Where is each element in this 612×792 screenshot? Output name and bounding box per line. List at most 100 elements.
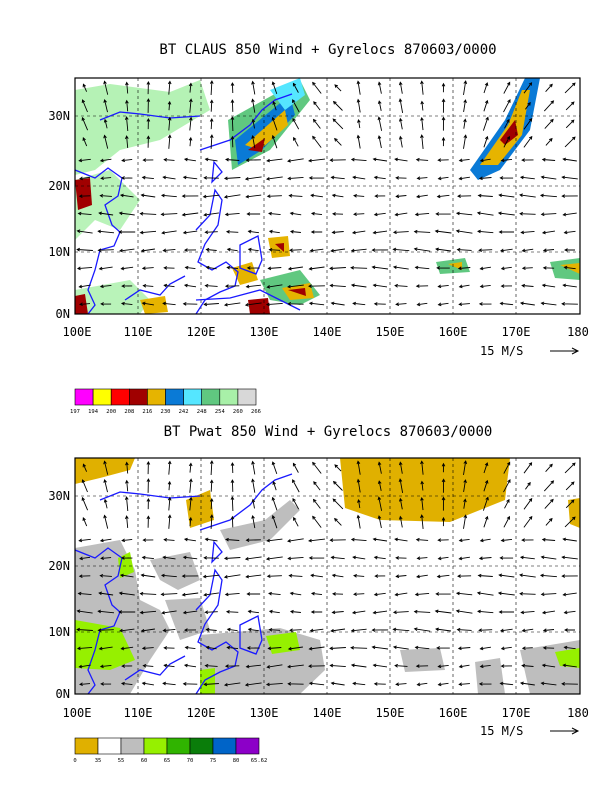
wind-arrow <box>230 515 235 528</box>
wind-arrow <box>225 537 240 542</box>
wind-arrow <box>498 573 515 578</box>
wind-arrow <box>97 229 115 234</box>
wind-arrow <box>398 497 403 510</box>
wind-arrow <box>519 573 536 578</box>
wind-arrow <box>377 100 382 111</box>
wind-arrow <box>266 158 283 163</box>
wind-arrow <box>542 628 555 633</box>
wind-arrow <box>398 117 403 130</box>
wind-arrow <box>203 556 219 560</box>
wind-arrow <box>499 248 513 253</box>
wind-arrow <box>223 556 241 561</box>
wind-arrow <box>205 247 217 252</box>
wind-arrow <box>541 230 555 235</box>
wind-arrow <box>377 135 382 149</box>
wind-arrow <box>477 229 494 234</box>
wind-arrow <box>329 158 346 162</box>
wind-arrow <box>420 480 424 491</box>
wind-arrow <box>230 99 235 112</box>
wind-arrow <box>373 592 386 597</box>
wind-arrow <box>103 460 109 475</box>
wind-arrow <box>183 157 196 162</box>
bottom-x-ticks: 100E 110E 120E 130E 140E 150E 160E 170E … <box>63 706 589 720</box>
wind-arrow <box>100 176 112 181</box>
wind-arrow <box>563 230 576 235</box>
top-map-area <box>75 78 580 314</box>
wind-arrow <box>478 248 493 253</box>
wind-arrow <box>563 645 576 650</box>
wind-arrow <box>309 628 324 633</box>
wind-arrow <box>525 481 531 490</box>
wind-arrow <box>245 194 262 199</box>
wind-arrow <box>141 555 154 560</box>
wind-arrow <box>209 134 214 149</box>
wind-arrow <box>146 117 151 130</box>
wind-arrow <box>392 627 410 632</box>
wind-arrow <box>120 646 134 651</box>
wind-arrow <box>308 556 325 560</box>
wind-arrow <box>271 461 278 475</box>
wind-arrow <box>288 573 303 578</box>
wind-arrow <box>203 212 219 217</box>
wind-arrow <box>356 460 361 475</box>
wind-arrow <box>394 157 408 162</box>
wind-arrow <box>521 248 534 253</box>
wind-arrow <box>398 81 403 94</box>
wind-arrow <box>181 212 199 217</box>
bottom-wind-vectors <box>76 460 578 687</box>
colorbar-label: 208 <box>124 409 134 415</box>
wind-arrow <box>310 610 323 614</box>
top-reference-vector-label: 15 M/S <box>480 344 523 358</box>
wind-arrow <box>121 538 133 543</box>
top-x-tick: 100E <box>63 325 92 339</box>
wind-arrow <box>330 628 346 633</box>
wind-arrow <box>435 592 451 596</box>
wind-arrow <box>79 556 91 561</box>
wind-arrow <box>373 555 386 560</box>
wind-arrow <box>521 646 533 651</box>
wind-arrow <box>247 247 259 252</box>
wind-arrow <box>81 479 88 493</box>
wind-arrow <box>540 301 557 306</box>
wind-arrow <box>463 99 467 112</box>
wind-arrow <box>224 592 240 597</box>
bottom-map-area <box>75 458 580 694</box>
colorbar-swatch <box>74 737 99 755</box>
wind-arrow <box>120 266 134 271</box>
wind-arrow <box>224 284 240 288</box>
wind-arrow <box>184 645 196 650</box>
bottom-panel-title: BT Pwat 850 Wind + Gyrelocs 870603/0000 <box>164 424 493 440</box>
wind-arrow <box>162 555 176 560</box>
wind-arrow <box>350 663 367 668</box>
wind-arrow <box>267 646 282 651</box>
wind-arrow <box>523 135 533 148</box>
wind-arrow <box>415 537 429 542</box>
wind-arrow <box>308 681 325 686</box>
bottom-frame <box>74 457 581 695</box>
wind-arrow <box>394 592 408 597</box>
wind-arrow <box>500 284 513 288</box>
colorbar-label: 254 <box>215 409 226 415</box>
top-x-tick: 140E <box>313 325 342 339</box>
wind-arrow <box>103 514 109 529</box>
top-x-tick: 120E <box>187 325 216 339</box>
wind-arrow <box>271 134 278 149</box>
wind-arrow <box>141 646 154 651</box>
wind-arrow <box>230 462 235 474</box>
wind-arrow <box>183 663 197 668</box>
wind-arrow <box>251 118 256 129</box>
wind-arrow <box>271 514 278 529</box>
top-x-tick: 110E <box>124 325 153 339</box>
wind-arrow <box>479 266 491 271</box>
wind-arrow <box>142 158 154 162</box>
wind-arrow <box>350 265 368 270</box>
wind-arrow <box>146 98 151 113</box>
wind-arrow <box>561 194 578 198</box>
wind-arrow <box>225 229 239 234</box>
wind-arrow <box>244 176 262 181</box>
wind-arrow <box>184 265 196 270</box>
wind-arrow <box>371 265 389 270</box>
wind-arrow <box>441 462 446 473</box>
wind-arrow <box>78 664 91 669</box>
wind-arrow <box>334 517 342 526</box>
